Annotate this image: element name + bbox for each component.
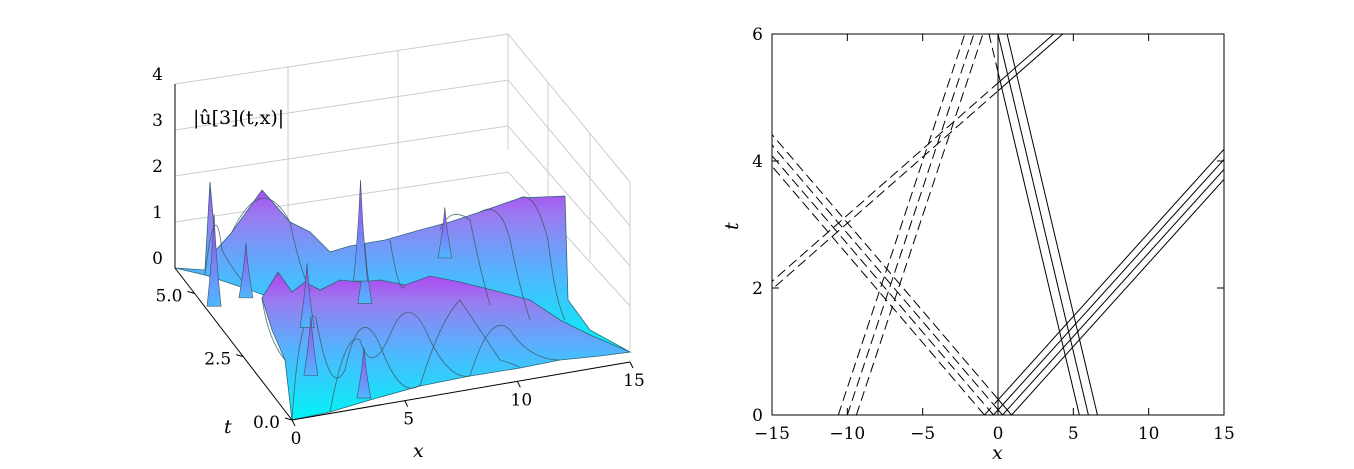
contour-line xyxy=(997,148,1224,401)
contour-line xyxy=(772,144,999,411)
contour-line xyxy=(772,165,985,415)
surface-t-tick-label: 0.0 xyxy=(253,413,280,433)
surface-front-layer xyxy=(261,271,632,421)
surface-t-tick xyxy=(236,354,244,358)
contour-line xyxy=(997,34,1055,84)
contour-line xyxy=(1006,34,1098,415)
surface-ylabel: t xyxy=(224,416,232,438)
surface-z-tick-label: 4 xyxy=(152,65,163,85)
contour-line xyxy=(997,34,1089,415)
contour-line xyxy=(997,71,1080,415)
surface-x-tick xyxy=(516,381,521,388)
surface-peaks xyxy=(206,179,453,399)
surface-peak xyxy=(238,242,254,299)
surface-z-tick-label: 0 xyxy=(152,249,163,269)
contour-plot: −15 −10 −5 0 5 10 15 0 2 4 6 x t xyxy=(721,25,1235,464)
surface-x-tick-label: 10 xyxy=(511,390,533,410)
contour-line xyxy=(988,34,999,73)
surface-x-tick xyxy=(629,361,634,369)
surface-x-tick xyxy=(291,419,296,427)
surface-x-tick-label: 0 xyxy=(291,429,302,449)
surface-peak xyxy=(356,347,372,399)
surface-x-tick-label: 15 xyxy=(623,371,645,391)
contour-lines xyxy=(772,34,1224,415)
contour-xlabel: x xyxy=(992,442,1003,464)
contour-line xyxy=(846,34,975,415)
contour-x-tick-label: −5 xyxy=(910,424,935,444)
surface-x-tick-label: 5 xyxy=(403,410,414,430)
contour-y-tick-label: 4 xyxy=(752,152,763,172)
contour-line xyxy=(837,34,966,415)
contour-ylabel: t xyxy=(721,222,743,230)
surface-peak xyxy=(353,179,368,282)
contour-line xyxy=(997,158,1224,411)
contour-x-tick-label: 0 xyxy=(993,424,1004,444)
contour-line xyxy=(772,133,999,400)
surface-z-tick-label: 3 xyxy=(152,111,163,131)
surface-z-tick-label: 2 xyxy=(152,157,163,177)
surface xyxy=(174,179,632,421)
contour-line xyxy=(997,398,1012,415)
contour-x-tick-label: 10 xyxy=(1138,424,1160,444)
surface-box xyxy=(174,33,631,350)
surface-zlabel: |û[3](t,x)| xyxy=(193,107,284,129)
contour-x-tick-label: −10 xyxy=(829,424,865,444)
contour-y-tick-label: 2 xyxy=(752,279,763,299)
contour-line xyxy=(993,409,999,415)
contour-line xyxy=(1011,178,1224,415)
surface-tick-labels: 0 5 10 15 0.0 2.5 5.0 0 1 2 3 4 xyxy=(152,65,645,449)
surface-t-tick-label: 2.5 xyxy=(204,350,231,370)
surface-t-tick-label: 5.0 xyxy=(155,286,182,306)
surface-plot: 0 5 10 15 0.0 2.5 5.0 0 1 2 3 4 |û[3](t,x)| x t xyxy=(152,33,645,462)
contour-line xyxy=(984,399,999,415)
contour-ticks: −15 −10 −5 0 5 10 15 0 2 4 6 xyxy=(752,25,1235,444)
surface-x-tick xyxy=(404,400,409,407)
contour-line xyxy=(997,409,1003,415)
contour-line xyxy=(772,154,994,415)
contour-x-tick-label: −15 xyxy=(754,424,790,444)
contour-line xyxy=(997,34,1064,92)
contour-x-tick-label: 5 xyxy=(1068,424,1079,444)
surface-peak xyxy=(206,214,222,307)
surface-peak xyxy=(437,207,453,259)
contour-line xyxy=(772,90,999,290)
surface-xlabel: x xyxy=(413,440,424,462)
contour-y-tick-label: 0 xyxy=(752,406,763,426)
surface-z-tick-label: 1 xyxy=(152,203,163,223)
surface-t-tick xyxy=(284,417,293,421)
contour-y-tick-label: 6 xyxy=(752,25,763,45)
contour-line xyxy=(1002,168,1224,415)
surface-peak xyxy=(303,315,319,376)
surface-peak xyxy=(299,263,315,328)
contour-line xyxy=(855,34,984,415)
surface-t-tick xyxy=(187,290,195,294)
contour-x-tick-label: 15 xyxy=(1213,424,1235,444)
